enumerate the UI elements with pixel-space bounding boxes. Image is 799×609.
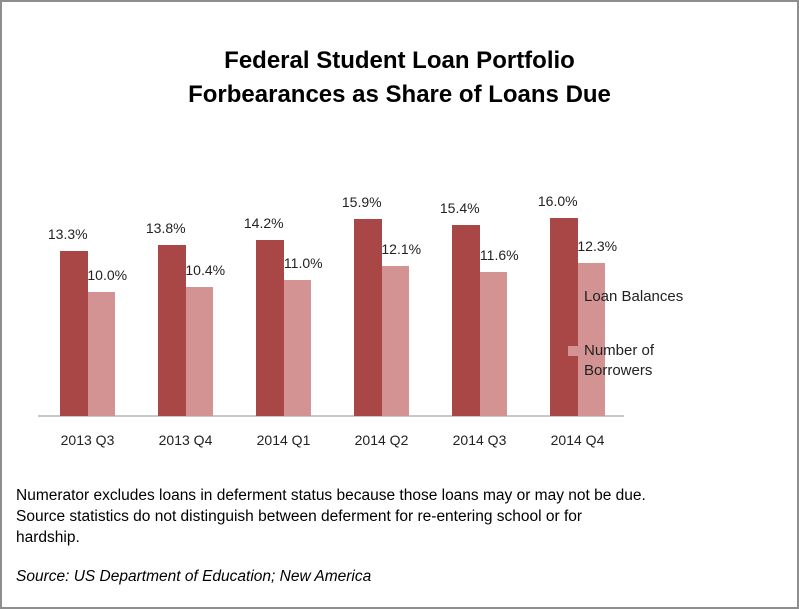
source-note: Source: US Department of Education; New … xyxy=(16,568,372,585)
bar-loan-balances xyxy=(550,217,578,416)
x-tick-label: 2013 Q3 xyxy=(60,432,115,448)
bar-loan-balances xyxy=(354,218,382,416)
bar-loan-balances xyxy=(452,225,480,416)
bar-number-of-borrowers xyxy=(87,292,115,416)
legend-swatch-number-of-borrowers xyxy=(568,346,578,356)
data-label: 15.4% xyxy=(439,200,480,217)
x-tick-label: 2014 Q4 xyxy=(550,432,605,448)
data-label: 11.6% xyxy=(479,247,519,264)
legend-label-line1: Number of xyxy=(584,342,655,359)
data-label: 11.0% xyxy=(283,254,323,271)
data-label: 12.1% xyxy=(381,240,422,257)
x-tick-label: 2014 Q2 xyxy=(354,432,409,448)
footnote-line2: Source statistics do not distinguish bet… xyxy=(16,508,583,525)
data-label: 12.3% xyxy=(577,238,618,255)
data-label: 14.2% xyxy=(243,214,284,231)
plot-area: 13.3% 10.0% 2013 Q3 13.8% 10.4% 2013 Q4 14.2% 1… xyxy=(38,192,624,448)
legend-label-line2: Borrowers xyxy=(584,362,653,379)
bar-loan-balances xyxy=(158,244,186,416)
bar-loan-balances xyxy=(60,251,88,416)
chart-title: Federal Student Loan Portfolio Forbearan… xyxy=(0,44,799,112)
bar-number-of-borrowers xyxy=(479,272,507,416)
footnote-line1: Numerator excludes loans in deferment st… xyxy=(16,487,646,504)
footnote-line3: hardship. xyxy=(16,529,80,546)
x-tick-label: 2014 Q1 xyxy=(256,432,311,448)
chart-title-line2: Forbearances as Share of Loans Due xyxy=(188,81,611,108)
data-label: 10.0% xyxy=(87,267,128,283)
data-label: 13.3% xyxy=(47,226,88,243)
x-tick-label: 2013 Q4 xyxy=(158,432,213,448)
legend-item-loan-balances: Loan Balances xyxy=(568,287,684,307)
bar-number-of-borrowers xyxy=(283,279,311,416)
legend-swatch-loan-balances xyxy=(568,292,578,302)
data-label: 16.0% xyxy=(537,192,578,209)
data-label: 15.9% xyxy=(341,193,382,210)
x-axis-line xyxy=(38,415,624,417)
legend-item-number-of-borrowers: Number of Borrowers xyxy=(568,341,655,381)
data-label: 13.8% xyxy=(145,219,186,236)
bar-number-of-borrowers xyxy=(381,265,409,416)
footnote: Numerator excludes loans in deferment st… xyxy=(16,485,786,548)
data-label: 10.4% xyxy=(185,262,226,279)
bar-loan-balances xyxy=(256,239,284,416)
x-tick-label: 2014 Q3 xyxy=(452,432,507,448)
legend-label-loan-balances: Loan Balances xyxy=(584,288,684,305)
chart-title-line1: Federal Student Loan Portfolio xyxy=(224,47,575,74)
bar-number-of-borrowers xyxy=(577,263,605,416)
bar-number-of-borrowers xyxy=(185,287,213,416)
